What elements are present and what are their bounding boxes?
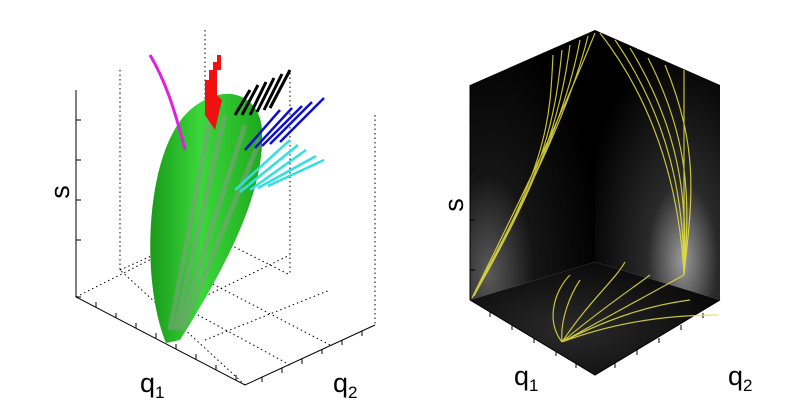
right-panel: s q1 q2	[439, 30, 753, 395]
q1-label: q1	[140, 368, 165, 402]
q1-label: q1	[514, 361, 539, 395]
left-panel: s q1 q2	[45, 30, 376, 402]
s-label: s	[45, 185, 75, 199]
q2-label: q2	[728, 361, 753, 395]
q2-label: q2	[333, 368, 358, 402]
s-label: s	[439, 198, 469, 212]
